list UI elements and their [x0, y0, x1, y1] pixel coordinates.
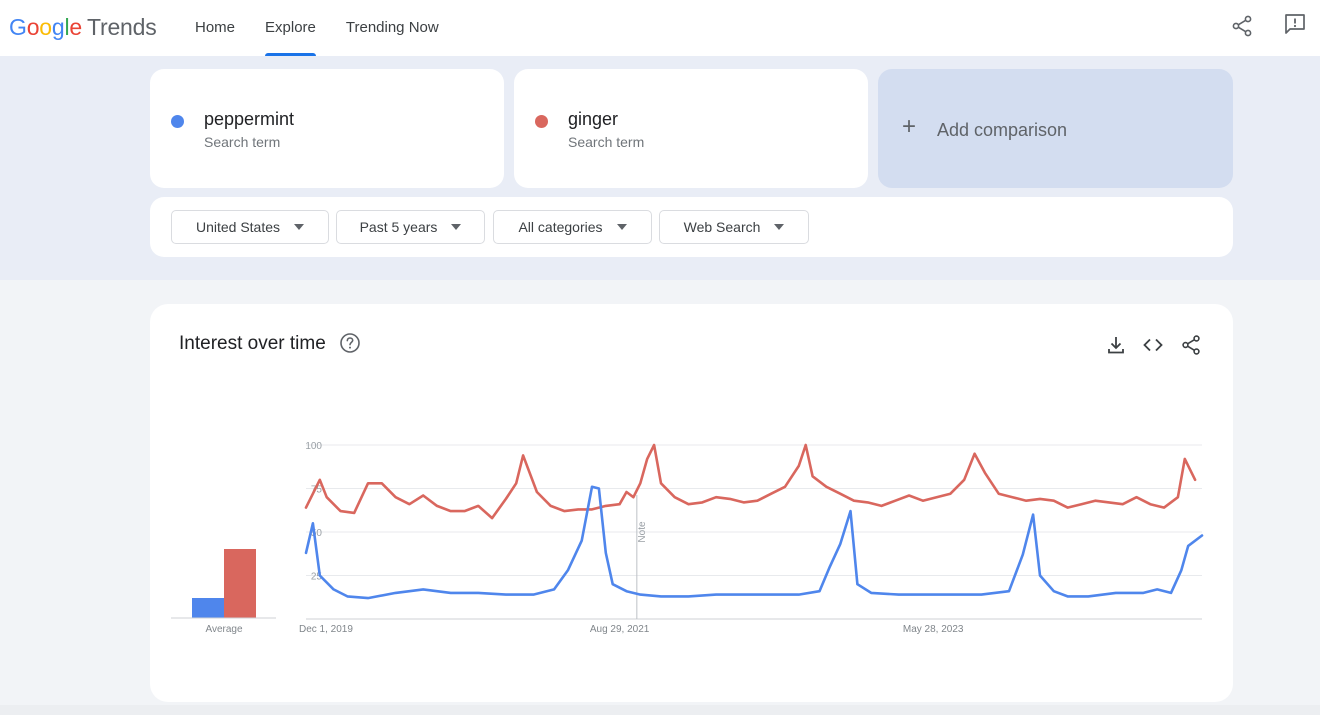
dropdown-label: United States — [195, 219, 281, 235]
download-icon[interactable] — [1105, 334, 1127, 356]
caret-down-icon — [294, 224, 305, 230]
top-bar: Google Trends Home Explore Trending Now — [0, 0, 1320, 56]
share-icon[interactable] — [1230, 14, 1254, 38]
filter-bar: United States Past 5 years All categorie… — [150, 197, 1233, 257]
nav-explore[interactable]: Explore — [250, 0, 331, 56]
x-tick-label: May 28, 2023 — [903, 624, 964, 635]
time-range-dropdown[interactable]: Past 5 years — [336, 210, 485, 244]
caret-down-icon — [774, 224, 785, 230]
caret-down-icon — [616, 224, 627, 230]
note-label[interactable]: Note — [637, 521, 648, 543]
caret-down-icon — [451, 224, 462, 230]
add-comparison-label: Add comparison — [937, 120, 1068, 140]
term-type: Search term — [568, 134, 645, 150]
series-line-ginger[interactable] — [304, 443, 1197, 520]
feedback-icon[interactable] — [1283, 12, 1307, 36]
page-bottom — [0, 705, 1320, 715]
embed-icon[interactable] — [1142, 334, 1164, 356]
dropdown-label: Past 5 years — [359, 219, 438, 235]
y-tick-label: 50 — [311, 528, 323, 539]
y-tick-label: 75 — [311, 485, 323, 496]
interest-line-chart[interactable]: 25 50 75 100 Dec 1, 2019 Aug 29, 2021 May 28,… — [296, 436, 1208, 640]
term-color-dot — [535, 115, 548, 128]
y-tick-label: 25 — [311, 572, 323, 583]
add-comparison-button[interactable]: + Add comparison — [878, 69, 1233, 188]
panel-title: Interest over time — [179, 333, 326, 354]
google-trends-logo[interactable]: Google Trends — [9, 13, 157, 41]
average-chart: Average — [171, 549, 276, 635]
help-icon[interactable] — [339, 332, 361, 354]
nav-home[interactable]: Home — [195, 19, 236, 36]
logo-google: Google — [9, 14, 82, 40]
search-term-card[interactable]: ginger Search term — [514, 69, 868, 188]
term-color-dot — [171, 115, 184, 128]
search-type-dropdown[interactable]: Web Search — [659, 210, 809, 244]
average-bar-peppermint[interactable] — [192, 598, 224, 618]
logo-trends: Trends — [87, 14, 157, 40]
series-line-peppermint[interactable] — [304, 485, 1204, 600]
category-dropdown[interactable]: All categories — [493, 210, 652, 244]
x-tick-label: Dec 1, 2019 — [299, 624, 353, 635]
region-dropdown[interactable]: United States — [171, 210, 329, 244]
average-label: Average — [205, 624, 243, 635]
main-nav: Home Explore Trending Now — [180, 0, 454, 56]
term-name: ginger — [568, 109, 619, 129]
term-name: peppermint — [204, 109, 295, 129]
x-tick-label: Aug 29, 2021 — [590, 624, 650, 635]
nav-trending-now[interactable]: Trending Now — [345, 19, 439, 36]
share-icon[interactable] — [1180, 334, 1202, 356]
average-bar-ginger[interactable] — [224, 549, 256, 618]
term-type: Search term — [204, 134, 281, 150]
y-tick-label: 100 — [305, 441, 322, 452]
dropdown-label: Web Search — [683, 219, 761, 235]
plus-icon: + — [902, 113, 917, 140]
dropdown-label: All categories — [518, 219, 603, 235]
search-term-card[interactable]: peppermint Search term — [150, 69, 504, 188]
